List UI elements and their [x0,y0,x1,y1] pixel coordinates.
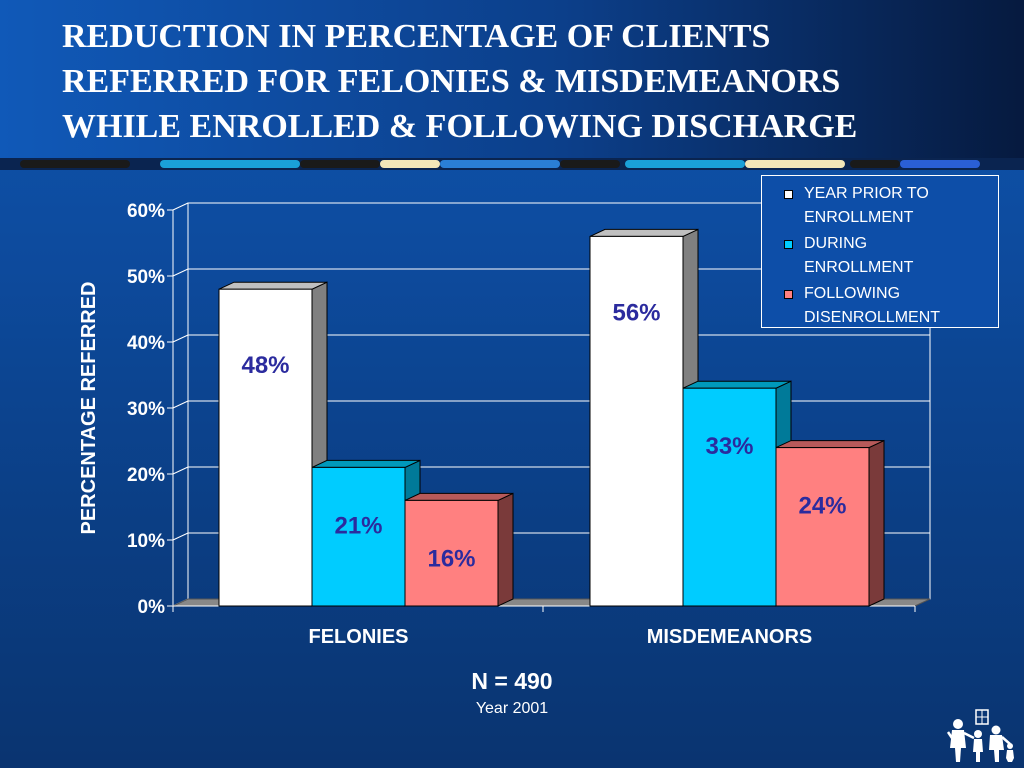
bar-side [497,492,514,607]
x-axis-ticks: FELONIES MISDEMEANORS [172,606,916,648]
gridline-diag [172,268,189,277]
bar-face [589,235,684,607]
title-line-1: REDUCTION IN PERCENTAGE OF CLIENTS [62,18,771,55]
bar-top [775,440,885,449]
title-banner: REDUCTION IN PERCENTAGE OF CLIENTS REFER… [0,0,1024,164]
bar-top [682,380,792,389]
title-line-2: REFERRED FOR FELONIES & MISDEMEANORS [62,63,841,100]
bars [218,228,885,607]
gridline-diag [172,532,189,541]
legend-label-year-prior: YEAR PRIOR TO ENROLLMENT [804,185,929,226]
legend-swatch-following [784,290,793,299]
y-tick-label: 50% [127,267,165,288]
bar-face [311,466,406,607]
y-tick-label: 0% [138,597,166,618]
legend-label-during: DURING ENROLLMENT [804,235,914,276]
data-label: 24% [798,493,846,520]
bar-top [589,228,699,237]
bar-top [311,459,421,468]
data-label: 21% [334,512,382,539]
bar-felonies-0 [218,281,328,607]
bar-face [218,288,313,607]
data-label: 56% [612,299,660,326]
legend-swatch-year-prior [784,190,793,199]
bar-face [775,447,870,607]
x-tick-label: MISDEMEANORS [647,626,813,648]
family-logo-icon [946,709,1014,762]
bar-face [404,499,499,607]
data-label: 16% [427,545,475,572]
decorative-stripe [0,158,1024,170]
y-tick-label: 40% [127,333,165,354]
legend-label-following: FOLLOWING DISENROLLMENT [804,285,941,326]
y-axis-ticks: 0% 10% 20% 30% 40% 50% 60% [127,201,165,618]
x-tick-label: FELONIES [308,626,408,648]
slide-title: REDUCTION IN PERCENTAGE OF CLIENTS REFER… [62,14,1022,149]
bar-side [868,439,885,607]
bar-misdemeanors-1 [682,380,792,607]
gridline-diag [172,466,189,475]
data-label: 33% [705,433,753,460]
bar-top [218,281,328,290]
bar-felonies-2 [404,492,514,607]
title-line-3: WHILE ENROLLED & FOLLOWING DISCHARGE [62,108,858,145]
gridline-diag [172,202,189,211]
gridline-diag [172,334,189,343]
y-axis-label: PERCENTAGE REFERRED [78,282,100,535]
data-label: 48% [241,352,289,379]
gridline-diag [172,400,189,409]
sample-size: N = 490 [471,668,553,694]
bar-misdemeanors-2 [775,439,885,607]
y-tick-label: 20% [127,465,165,486]
chart-legend: YEAR PRIOR TO ENROLLMENT DURING ENROLLME… [761,175,999,328]
bar-face [682,387,777,607]
data-labels: 48% 21% 16% 56% 33% 24% [241,299,846,572]
bar-misdemeanors-0 [589,228,699,607]
data-year: Year 2001 [475,700,549,717]
legend-swatch-during [784,240,793,249]
y-tick-label: 60% [127,201,165,222]
bar-top [404,492,514,501]
y-tick-label: 10% [127,531,165,552]
y-tick-label: 30% [127,399,165,420]
